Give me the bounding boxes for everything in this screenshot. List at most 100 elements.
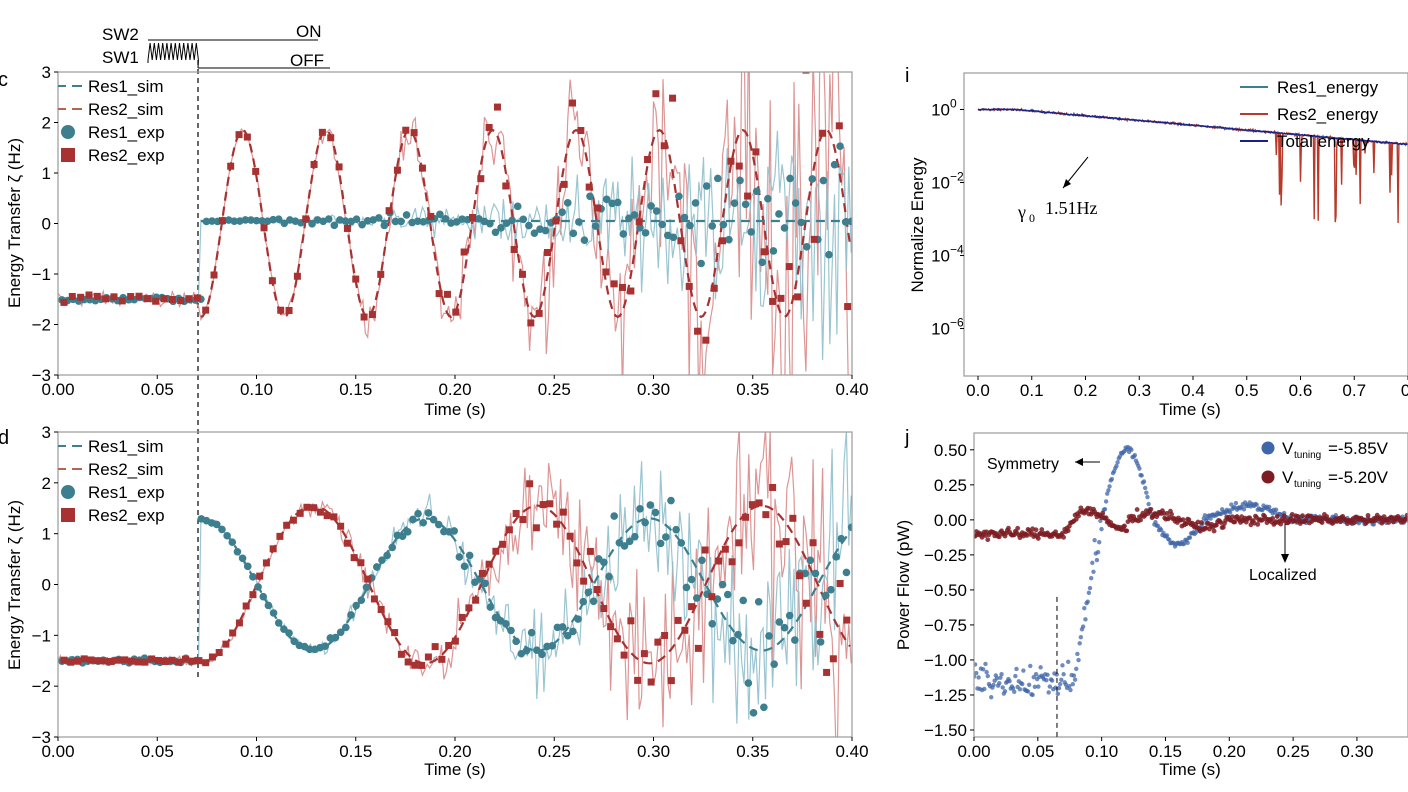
legend-entry-subscript: tuning	[1294, 450, 1321, 461]
series-585-point	[1185, 540, 1190, 545]
panel-label-d: d	[0, 427, 9, 449]
res1-exp-point	[280, 219, 289, 228]
panel-c-xtick-label: 0.35	[736, 380, 769, 399]
series-585-point	[1025, 689, 1031, 694]
panel-c-axes: 0.00 0.05 0.10 0.15 0.20 0.25 0.30 0.35 0.40 −3 −2…	[32, 63, 869, 399]
panel-i-traces	[977, 107, 1408, 224]
res2-exp-point	[667, 677, 675, 685]
series-520-point	[1386, 520, 1392, 525]
res1-exp-point	[610, 512, 618, 520]
series-585-point	[1087, 585, 1093, 591]
panel-c-xlabel: Time (s)	[424, 400, 486, 419]
res2-exp-point	[350, 554, 358, 562]
res2-exp-point	[472, 596, 480, 604]
series-585-point	[1139, 473, 1144, 478]
series-585-point	[991, 682, 996, 688]
series-585-point	[1068, 687, 1073, 693]
sw2-label: SW2	[102, 25, 139, 44]
res2-exp-point	[518, 270, 526, 278]
res2-exp-point	[785, 263, 793, 271]
res2-exp-point	[276, 532, 284, 540]
series-520-point	[1220, 524, 1226, 530]
res1-exp-point	[324, 215, 333, 223]
series-585-point	[1267, 504, 1272, 510]
res2-exp-point	[809, 539, 817, 547]
annotation-symmetry: Symmetry	[987, 456, 1059, 473]
annotation-gamma: γ	[1017, 202, 1026, 222]
res2-exp-point	[760, 248, 768, 256]
series-585-point	[1145, 494, 1150, 500]
res2-exp-point	[742, 513, 750, 521]
res1-exp-point	[380, 221, 389, 230]
res2-exp-point	[526, 480, 534, 488]
res1-exp-point	[502, 620, 510, 628]
res2-exp-point	[660, 142, 668, 150]
res1-exp-point	[563, 199, 572, 207]
series-585-point	[974, 662, 978, 667]
panel-i-ylabel: Normalize Energy	[908, 157, 927, 293]
res2-exp-point	[485, 560, 493, 568]
res2-exp-point	[607, 623, 615, 631]
series-520-point	[1180, 517, 1186, 523]
res1-exp-point	[754, 597, 763, 606]
res1-exp-point	[513, 202, 522, 211]
res2-exp-point	[310, 504, 318, 512]
res2-exp-point	[202, 306, 210, 314]
series-585-point	[1333, 512, 1339, 518]
res2-exp-point	[195, 657, 203, 665]
series-520-point	[1169, 511, 1174, 517]
res1-exp-point	[238, 554, 247, 563]
series-585-point	[999, 672, 1004, 677]
panel-c-xtick-label: 0.20	[438, 380, 471, 399]
res1-exp-point	[836, 142, 844, 151]
panel-c-ylabel: Energy Transfer ζ (Hz)	[5, 138, 24, 308]
legend-entry: Res2_sim	[88, 460, 164, 479]
res2-exp-point	[735, 162, 743, 170]
res2-exp-point	[719, 237, 727, 245]
res2-exp-point	[114, 656, 122, 664]
panel-i-frame	[963, 72, 1408, 377]
series-520-point	[1300, 513, 1305, 519]
res1-exp-point	[698, 556, 706, 565]
res1-exp-point	[522, 646, 531, 655]
panel-j-xtick-label: 0.15	[1149, 742, 1182, 761]
series-585-point	[1021, 668, 1026, 673]
legend-entry: Res1_energy	[1277, 78, 1379, 97]
res1-exp-point	[372, 563, 381, 571]
annotation-arrowhead	[1063, 179, 1071, 188]
res2-exp-point	[285, 306, 293, 314]
res1-exp-point	[388, 543, 397, 552]
panel-label-i: i	[905, 65, 909, 87]
panel-i-ytick-exponent: −4	[950, 243, 964, 257]
res2-exp-point	[669, 94, 677, 102]
panel-j-axes: 0.000.050.100.150.200.250.300.30.500.250…	[924, 441, 1374, 761]
panel-j-xtick-label: 0.00	[957, 742, 990, 761]
off-label: OFF	[290, 51, 324, 70]
sw1-label: SW1	[102, 48, 139, 67]
res2-exp-point	[688, 603, 696, 611]
res1-exp-point	[819, 176, 828, 185]
series-520-point	[1270, 515, 1276, 521]
panel-c-xtick-label: 0.25	[538, 380, 571, 399]
res1-exp-point	[481, 579, 489, 588]
res2-noisy-line	[58, 432, 852, 737]
panel-label-j: j	[904, 427, 909, 449]
panel-i-ytick-exponent: −6	[950, 316, 964, 330]
panel-j-xtick-label: 0.05	[1021, 742, 1054, 761]
res2-exp-point	[410, 129, 418, 137]
series-585-point	[1007, 678, 1012, 684]
res1-exp-point	[223, 531, 231, 540]
series-585-point	[1182, 541, 1187, 546]
res1-exp-point	[342, 623, 350, 632]
res2-exp-point	[715, 557, 723, 565]
panel-i-xtick-label: 0.4	[1181, 381, 1205, 400]
res1-exp-point	[243, 562, 252, 571]
res2-exp-point	[222, 640, 230, 648]
res2-exp-point	[302, 215, 310, 223]
res2-exp-point	[566, 532, 574, 540]
res1-exp-point	[775, 210, 783, 218]
res1-exp-point	[569, 229, 578, 238]
res1-exp-point	[352, 215, 361, 223]
res2-exp-point	[610, 280, 618, 288]
legend-entry: Res1_sim	[88, 77, 164, 96]
